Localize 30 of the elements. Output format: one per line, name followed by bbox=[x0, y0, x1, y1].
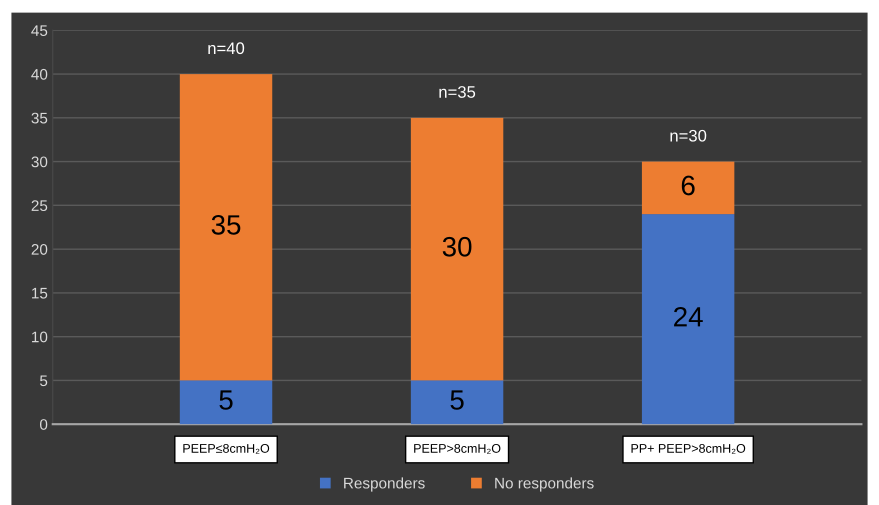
annotation: n=40 bbox=[208, 42, 244, 54]
y-tick-label: 20 bbox=[32, 244, 48, 255]
bar bbox=[642, 162, 734, 214]
legend-label: Responders bbox=[344, 477, 425, 492]
bar bbox=[642, 214, 734, 424]
y-tick-label: 30 bbox=[31, 156, 48, 168]
annotation: n=30 bbox=[670, 130, 706, 142]
bar bbox=[180, 380, 272, 424]
y-tick-label: 0 bbox=[40, 419, 48, 430]
x-tick-label: PP+ PEEP>8cmH₂O bbox=[632, 444, 746, 454]
data-label: 5 bbox=[450, 390, 464, 410]
bar bbox=[180, 74, 272, 380]
data-label: 5 bbox=[219, 390, 233, 410]
data-label: 6 bbox=[682, 176, 695, 196]
bar bbox=[410, 380, 504, 424]
y-tick-label: 35 bbox=[31, 112, 48, 124]
y-tick-label: 40 bbox=[31, 68, 48, 80]
data-label: 30 bbox=[442, 236, 472, 257]
x-tick-label: PEEP≤8cmH₂O bbox=[183, 444, 270, 454]
y-tick-label: 10 bbox=[32, 332, 48, 342]
legend-label: No responders bbox=[495, 477, 594, 492]
y-tick-label: 45 bbox=[31, 25, 48, 36]
y-tick-label: 15 bbox=[32, 288, 48, 299]
y-tick-label: 25 bbox=[32, 200, 48, 212]
data-label: 35 bbox=[212, 215, 240, 235]
x-tick-label: PEEP>8cmH₂O bbox=[414, 444, 500, 454]
annotation: n=35 bbox=[439, 86, 476, 98]
bar bbox=[410, 118, 504, 380]
y-tick-label: 5 bbox=[40, 375, 48, 386]
data-label: 24 bbox=[674, 306, 703, 326]
